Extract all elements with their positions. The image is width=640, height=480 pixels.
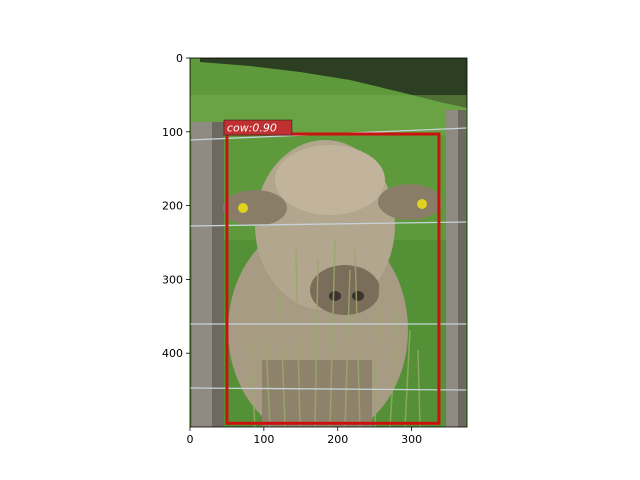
photo	[190, 58, 467, 440]
y-axis: 0 100 200 300 400	[162, 52, 190, 360]
y-tick-label: 400	[162, 347, 183, 360]
cow-forehead	[275, 145, 385, 215]
cow-ear-right	[378, 184, 442, 220]
y-tick-label: 0	[176, 52, 183, 65]
y-tick-label: 200	[162, 200, 183, 213]
cow-legs	[262, 360, 372, 427]
y-tick-label: 100	[162, 126, 183, 139]
x-tick-label: 0	[187, 433, 194, 446]
x-axis: 0 100 200 300	[187, 427, 423, 446]
detection-label: cow:0.90	[227, 122, 277, 135]
cow-muzzle	[310, 265, 380, 315]
fence-post-right-shade	[458, 110, 466, 427]
cow-nostril-right	[352, 291, 364, 301]
ear-tag-left	[238, 203, 248, 213]
cow-ear-left	[223, 190, 287, 226]
y-tick-label: 300	[162, 273, 183, 286]
x-tick-label: 100	[253, 433, 274, 446]
cow-nostril-left	[329, 291, 341, 301]
x-tick-label: 300	[401, 433, 422, 446]
x-tick-label: 200	[327, 433, 348, 446]
fence-post-left-shade	[212, 122, 224, 427]
ear-tag-right	[417, 199, 427, 209]
